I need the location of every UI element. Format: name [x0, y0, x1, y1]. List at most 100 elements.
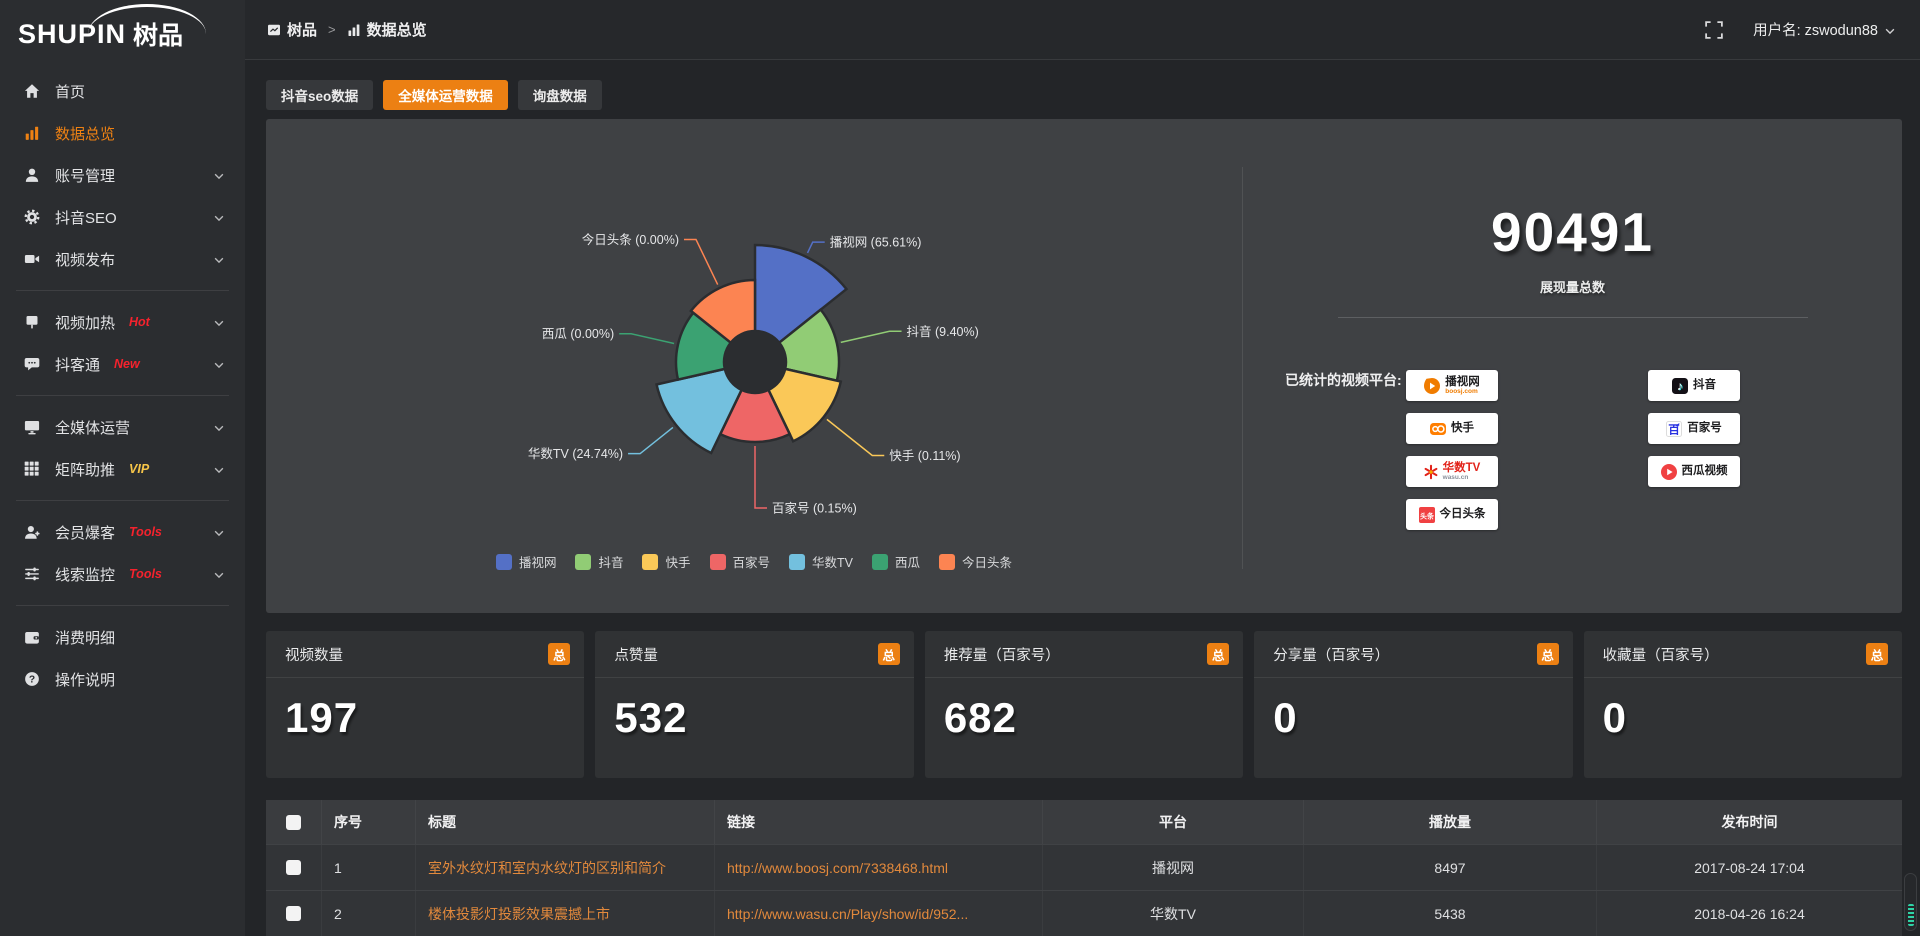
sidebar-item-tag: Tools: [129, 525, 162, 539]
legend-swatch: [872, 553, 888, 570]
username-menu[interactable]: 用户名: zswodun88: [1753, 19, 1896, 40]
sidebar-item-placard[interactable]: 视频加热 Hot: [0, 301, 245, 343]
sidebar-item-gear[interactable]: 抖音SEO: [0, 196, 245, 238]
plays-cell: 8497: [1303, 845, 1596, 890]
overview-panel: 播视网 (65.61%) 抖音 (9.40%) 快手 (0.11%) 百家号 (0.1…: [266, 119, 1902, 613]
sidebar-item-home[interactable]: 首页: [0, 70, 245, 112]
video-url-link[interactable]: http://www.boosj.com/7338468.html: [714, 845, 1042, 890]
stat-card: 视频数量 总 197: [266, 631, 585, 778]
stat-card-label: 分享量（百家号）: [1273, 647, 1390, 664]
stat-card-header: 收藏量（百家号） 总: [1583, 631, 1903, 678]
checkbox-cell: [266, 891, 321, 936]
rose-pie-chart: 播视网 (65.61%) 抖音 (9.40%) 快手 (0.11%) 百家号 (0.1…: [528, 232, 979, 516]
xigua-icon: [1660, 463, 1678, 481]
tab-全媒体运营数据[interactable]: 全媒体运营数据: [383, 80, 508, 110]
legend-item-百家号[interactable]: 百家号: [709, 552, 770, 571]
sidebar-item-bar-chart[interactable]: 数据总览: [0, 112, 245, 154]
scrollbar-thumb[interactable]: [1904, 873, 1917, 931]
legend-item-西瓜[interactable]: 西瓜: [872, 552, 920, 571]
sidebar-item-grid[interactable]: 矩阵助推 VIP: [0, 448, 245, 490]
stat-card-value: 682: [943, 694, 1017, 741]
platform-badge-xigua: 西瓜视频: [1647, 456, 1740, 487]
total-impressions-label: 展现量总数: [1539, 280, 1605, 295]
pie-label: 播视网 (65.61%): [830, 235, 922, 250]
sliders-icon: [24, 566, 40, 582]
sidebar-item-tag: Hot: [129, 315, 150, 329]
pie-slice-1[interactable]: [753, 243, 849, 345]
row-checkbox[interactable]: [286, 860, 301, 875]
sidebar-item-wallet[interactable]: 消费明细: [0, 616, 245, 658]
chat-icon: [24, 356, 40, 372]
legend-item-今日头条[interactable]: 今日头条: [939, 552, 1012, 571]
legend-label: 抖音: [598, 556, 624, 570]
monitor-icon: [24, 419, 40, 435]
sidebar-item-user-plus[interactable]: 会员爆客 Tools: [0, 511, 245, 553]
sidebar-item-label: 会员爆客: [55, 524, 116, 542]
breadcrumb-item[interactable]: 数据总览: [347, 19, 427, 40]
legend-label: 快手: [665, 556, 691, 570]
breadcrumb-label: 树品: [287, 22, 318, 39]
video-url-link[interactable]: http://www.wasu.cn/Play/show/id/952...: [714, 891, 1042, 936]
bar-chart-icon: [347, 23, 361, 37]
app-window-icon: [267, 23, 281, 37]
sidebar-item-question[interactable]: ? 操作说明: [0, 658, 245, 700]
home-icon: [24, 83, 40, 99]
pie-label-line: [840, 330, 902, 344]
tab-抖音seo数据[interactable]: 抖音seo数据: [266, 80, 374, 110]
legend-item-抖音[interactable]: 抖音: [575, 552, 623, 571]
stat-card-label: 视频数量: [285, 647, 343, 664]
breadcrumb-item[interactable]: 树品: [267, 19, 317, 40]
sidebar-item-sliders[interactable]: 线索监控 Tools: [0, 553, 245, 595]
legend-swatch: [495, 553, 512, 570]
chevron-down-icon: [213, 463, 225, 475]
legend-item-播视网[interactable]: 播视网: [495, 552, 556, 571]
tab-询盘数据[interactable]: 询盘数据: [517, 80, 602, 110]
fullscreen-icon[interactable]: [1705, 20, 1723, 39]
sidebar-divider: [16, 605, 229, 606]
sidebar-item-user[interactable]: 账号管理: [0, 154, 245, 196]
stat-card-value: 0: [1273, 694, 1298, 741]
sidebar-divider: [16, 500, 229, 501]
legend-item-华数TV[interactable]: 华数TV: [789, 552, 853, 571]
sidebar-item-label: 抖客通: [55, 356, 101, 374]
table-header-checkbox-cell: [266, 800, 321, 844]
gear-icon: [24, 209, 40, 225]
stat-card: 推荐量（百家号） 总 682: [924, 631, 1244, 778]
stat-card-header: 视频数量 总: [266, 631, 585, 678]
data-tabs: 抖音seo数据 全媒体运营数据 询盘数据: [266, 80, 1902, 110]
select-all-checkbox[interactable]: [286, 814, 301, 830]
pie-label: 抖音 (9.40%): [907, 324, 979, 339]
summary-divider: [1337, 317, 1808, 318]
total-badge: 总: [1207, 643, 1230, 665]
video-title-link[interactable]: 室外水纹灯和室内水纹灯的区别和简介: [415, 845, 714, 890]
legend-swatch: [709, 553, 726, 570]
publish-time-cell: 2017-08-24 17:04: [1596, 845, 1902, 890]
sidebar-item-video-publish[interactable]: 视频发布: [0, 238, 245, 280]
platform-name: 西瓜视频: [1681, 465, 1728, 478]
checkbox-cell: [266, 845, 321, 890]
user-plus-icon: [24, 524, 40, 540]
chevron-down-icon: [213, 526, 225, 538]
row-checkbox[interactable]: [286, 906, 301, 921]
pie-label: 今日头条 (0.00%): [582, 232, 679, 247]
logo-arc: [88, 4, 206, 34]
stat-card-header: 点赞量 总: [595, 631, 914, 678]
stat-card-label: 推荐量（百家号）: [943, 647, 1060, 664]
sidebar-item-monitor[interactable]: 全媒体运营: [0, 406, 245, 448]
pie-slice-5[interactable]: [655, 367, 744, 455]
platform-badge-douyin: ♪ ♪ 抖音: [1647, 370, 1740, 401]
sidebar-item-chat[interactable]: 抖客通 New: [0, 343, 245, 385]
bar-chart-icon: [24, 125, 40, 141]
legend-item-快手[interactable]: 快手: [642, 552, 691, 571]
sidebar-divider: [16, 290, 229, 291]
sidebar-item-label: 线索监控: [55, 566, 116, 584]
sidebar-item-label: 首页: [55, 83, 86, 101]
stat-card: 收藏量（百家号） 总 0: [1583, 631, 1903, 778]
sidebar-divider: [16, 395, 229, 396]
pie-label-line: [628, 426, 674, 455]
platform-name: 抖音: [1693, 379, 1716, 392]
brand-logo: SHUPIN 树品: [0, 0, 245, 60]
stat-card-value: 197: [285, 694, 359, 741]
video-title-link[interactable]: 楼体投影灯投影效果震撼上市: [415, 891, 714, 936]
